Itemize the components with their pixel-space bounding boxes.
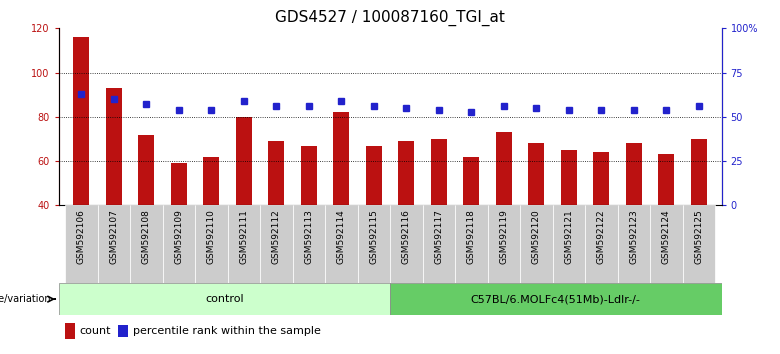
Bar xyxy=(463,156,480,205)
Bar xyxy=(690,139,707,205)
Bar xyxy=(455,205,488,283)
Text: GSM592111: GSM592111 xyxy=(239,209,248,264)
Bar xyxy=(357,205,390,283)
Bar xyxy=(650,205,682,283)
Text: GSM592107: GSM592107 xyxy=(109,209,119,264)
Bar xyxy=(618,205,650,283)
Bar xyxy=(431,139,447,205)
Bar xyxy=(195,205,228,283)
Bar xyxy=(398,141,414,205)
Bar xyxy=(228,205,260,283)
Bar xyxy=(130,205,162,283)
Bar xyxy=(73,37,90,205)
Bar xyxy=(520,205,552,283)
Text: GSM592125: GSM592125 xyxy=(694,209,704,264)
Text: GSM592123: GSM592123 xyxy=(629,209,638,264)
Bar xyxy=(138,135,154,205)
Bar xyxy=(528,143,544,205)
Bar xyxy=(593,152,609,205)
Bar xyxy=(236,117,252,205)
Bar xyxy=(119,325,128,337)
Text: GSM592116: GSM592116 xyxy=(402,209,411,264)
Text: C57BL/6.MOLFc4(51Mb)-Ldlr-/-: C57BL/6.MOLFc4(51Mb)-Ldlr-/- xyxy=(471,294,640,304)
Text: GSM592117: GSM592117 xyxy=(434,209,443,264)
Bar xyxy=(552,205,585,283)
Text: GSM592109: GSM592109 xyxy=(174,209,183,264)
Text: GSM592122: GSM592122 xyxy=(597,209,606,264)
Bar xyxy=(292,205,325,283)
Bar xyxy=(203,156,219,205)
Text: GSM592106: GSM592106 xyxy=(76,209,86,264)
Text: GSM592114: GSM592114 xyxy=(337,209,346,264)
Bar xyxy=(488,205,520,283)
Text: GSM592108: GSM592108 xyxy=(142,209,151,264)
Bar xyxy=(98,205,130,283)
Bar xyxy=(260,205,292,283)
Bar xyxy=(105,88,122,205)
Bar xyxy=(390,283,722,315)
Text: GSM592121: GSM592121 xyxy=(564,209,573,264)
Bar xyxy=(682,205,715,283)
Text: GSM592113: GSM592113 xyxy=(304,209,314,264)
Text: GSM592118: GSM592118 xyxy=(466,209,476,264)
Text: genotype/variation: genotype/variation xyxy=(0,294,51,304)
Bar xyxy=(268,141,285,205)
Bar xyxy=(333,113,349,205)
Bar xyxy=(325,205,357,283)
Title: GDS4527 / 100087160_TGI_at: GDS4527 / 100087160_TGI_at xyxy=(275,9,505,25)
Bar xyxy=(300,145,317,205)
Text: GSM592124: GSM592124 xyxy=(661,209,671,264)
Bar xyxy=(65,205,98,283)
Text: count: count xyxy=(80,326,112,336)
Bar xyxy=(162,205,195,283)
Text: percentile rank within the sample: percentile rank within the sample xyxy=(133,326,321,336)
Bar xyxy=(171,163,187,205)
Bar xyxy=(390,205,423,283)
Bar xyxy=(65,323,75,339)
Text: GSM592120: GSM592120 xyxy=(532,209,541,264)
Text: GSM592112: GSM592112 xyxy=(271,209,281,264)
Bar xyxy=(366,145,382,205)
Bar xyxy=(658,154,675,205)
Bar xyxy=(58,283,390,315)
Text: GSM592115: GSM592115 xyxy=(369,209,378,264)
Text: control: control xyxy=(205,294,243,304)
Text: GSM592119: GSM592119 xyxy=(499,209,509,264)
Bar xyxy=(561,150,577,205)
Text: GSM592110: GSM592110 xyxy=(207,209,216,264)
Bar xyxy=(495,132,512,205)
Bar xyxy=(423,205,455,283)
Bar xyxy=(585,205,618,283)
Bar xyxy=(626,143,642,205)
